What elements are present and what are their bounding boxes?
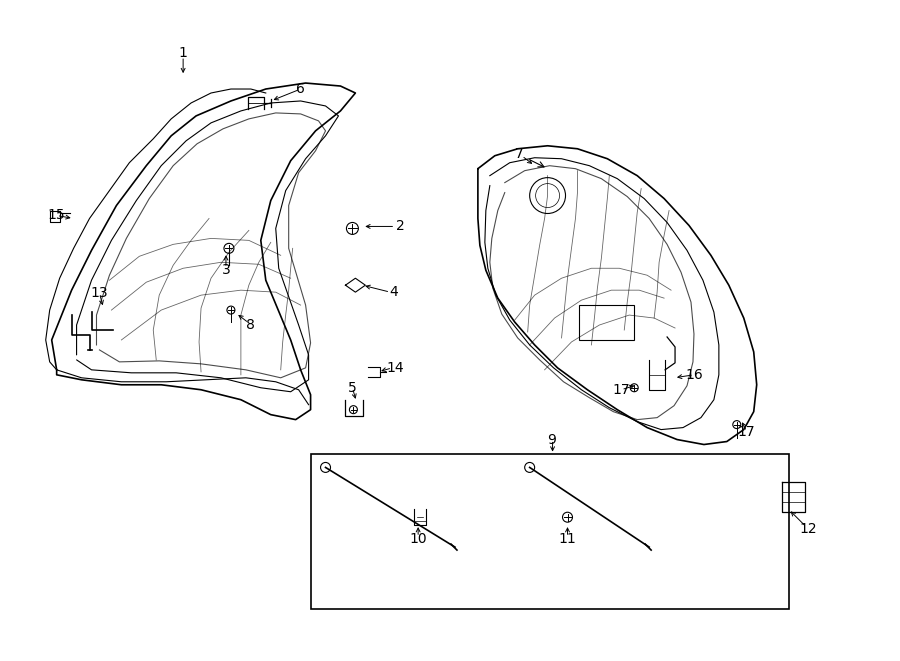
- Text: 4: 4: [389, 285, 398, 299]
- Text: 14: 14: [386, 361, 404, 375]
- Text: 1: 1: [179, 46, 187, 60]
- Text: 5: 5: [348, 381, 356, 395]
- Text: 7: 7: [516, 147, 524, 161]
- Text: 15: 15: [48, 208, 66, 223]
- Bar: [310, 455, 788, 609]
- Text: 2: 2: [396, 219, 405, 233]
- Text: 6: 6: [296, 82, 305, 96]
- Text: 17: 17: [613, 383, 630, 397]
- Text: 10: 10: [410, 532, 427, 546]
- Text: 12: 12: [800, 522, 817, 536]
- Text: 3: 3: [221, 263, 230, 277]
- Bar: [580, 305, 634, 340]
- Text: 16: 16: [685, 368, 703, 382]
- Text: 11: 11: [559, 532, 576, 546]
- Text: 8: 8: [247, 318, 256, 332]
- Text: 17: 17: [738, 424, 756, 438]
- Text: 13: 13: [91, 286, 108, 300]
- Text: 9: 9: [547, 432, 556, 447]
